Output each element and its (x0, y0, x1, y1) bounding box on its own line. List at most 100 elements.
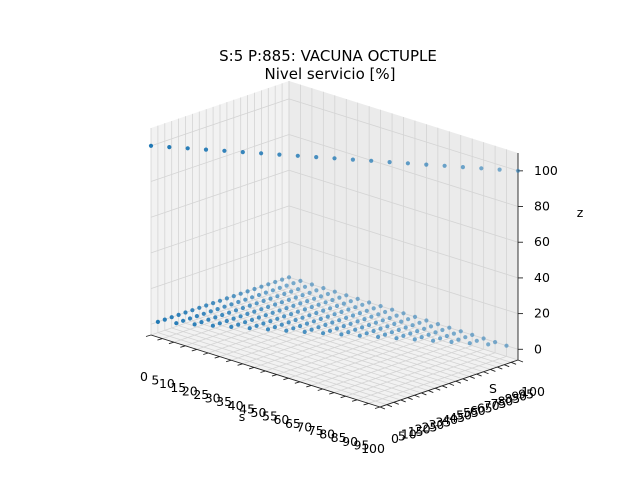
data-point (295, 309, 300, 314)
data-point (194, 314, 199, 319)
y-tick-mark (414, 394, 420, 398)
data-point (167, 145, 172, 150)
data-point (252, 286, 257, 292)
y-tick-label: 45 (449, 410, 465, 425)
data-point (174, 321, 179, 326)
data-point (266, 282, 271, 287)
data-point (245, 289, 250, 294)
y-tick-label: 40 (442, 412, 458, 427)
data-point (399, 319, 404, 324)
y-tick-label: 30 (428, 417, 444, 432)
x-tick-label: 100 (361, 441, 385, 456)
data-point (302, 307, 307, 312)
data-point (486, 342, 491, 347)
y-tick-mark (393, 401, 399, 405)
data-point (339, 309, 344, 314)
data-point (291, 281, 296, 286)
x-tick-mark (180, 345, 186, 348)
y-gridline-floor (288, 287, 519, 361)
data-point (307, 313, 312, 318)
data-point (394, 313, 399, 318)
data-point (389, 330, 394, 335)
data-point (364, 308, 369, 313)
y-tick-label: 35 (435, 415, 451, 430)
y-tick-label: 25 (422, 419, 438, 434)
data-point (291, 326, 296, 331)
data-point (254, 323, 259, 328)
data-point (231, 294, 236, 299)
data-point (201, 311, 206, 316)
x-tick-label: 70 (296, 419, 312, 434)
x-tick-label: 25 (193, 387, 209, 402)
data-point (270, 288, 275, 293)
data-point (376, 334, 381, 339)
data-point (316, 325, 321, 330)
data-point (458, 329, 463, 334)
data-point (309, 304, 314, 310)
data-point (360, 302, 365, 307)
data-point (493, 340, 498, 345)
data-point (259, 284, 264, 289)
x-tick-label: 95 (354, 437, 370, 452)
data-point (424, 162, 429, 167)
y-tick-label: 80 (497, 393, 513, 408)
y-tick-label: 100 (521, 384, 545, 399)
data-point (449, 339, 454, 344)
data-point (256, 315, 261, 320)
data-point (410, 323, 415, 328)
data-point (332, 312, 337, 317)
data-point (284, 283, 289, 288)
data-point (231, 316, 236, 321)
data-point (383, 309, 388, 315)
data-point (390, 307, 395, 312)
data-point (426, 332, 431, 337)
data-point (284, 328, 289, 333)
x-tick-mark (191, 348, 197, 352)
data-point (316, 302, 321, 307)
x-tick-mark (203, 352, 209, 355)
data-point (497, 167, 502, 172)
data-point (190, 308, 195, 313)
data-point (286, 297, 291, 302)
data-point (412, 314, 418, 319)
data-point (346, 307, 351, 312)
y-tick-label: 90 (511, 389, 527, 404)
data-point (344, 293, 349, 298)
data-point (366, 322, 372, 328)
x-tick-label: 10 (159, 376, 175, 391)
chart-title: S:5 P:885: VACUNA OCTUPLE (219, 47, 437, 65)
z-gridline-back (288, 205, 519, 279)
data-point (406, 317, 411, 322)
data-point (277, 285, 282, 290)
data-point (265, 327, 271, 332)
y-gridline-floor (185, 322, 415, 396)
data-point (367, 300, 372, 305)
data-point (224, 318, 229, 324)
z-gridline-back (288, 241, 519, 314)
data-point (298, 301, 303, 306)
x-tick-mark (260, 370, 266, 373)
data-point (451, 331, 456, 336)
data-point (327, 328, 333, 333)
data-point (344, 315, 349, 320)
x-tick-mark (374, 406, 381, 409)
data-point (298, 323, 303, 329)
data-point (412, 337, 417, 342)
data-point (187, 316, 193, 321)
y-tick-mark (441, 385, 448, 389)
data-point (321, 308, 326, 313)
data-point (346, 330, 351, 335)
data-point (289, 289, 294, 294)
y-gridline-floor (157, 332, 388, 406)
data-point (199, 320, 204, 325)
y-tick-mark (462, 378, 468, 382)
data-point (222, 304, 227, 309)
data-point (256, 292, 262, 298)
y-tick-mark (504, 364, 510, 368)
y-tick-mark (448, 383, 455, 386)
y-gridline-floor (233, 306, 463, 380)
y-tick-mark (407, 397, 413, 401)
data-point (504, 343, 509, 348)
data-point (428, 324, 434, 329)
z-gridline-back (288, 134, 519, 207)
